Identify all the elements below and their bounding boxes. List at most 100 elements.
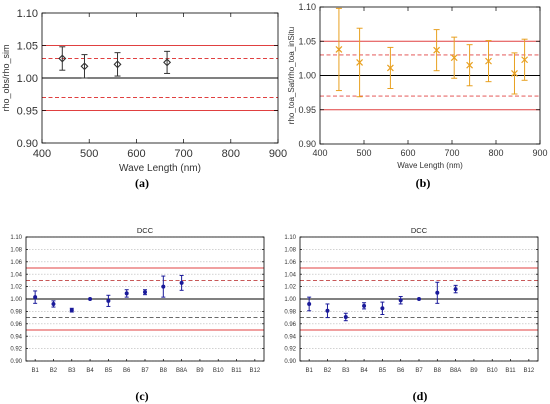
data-point bbox=[33, 295, 38, 300]
y-axis-label: rho_obs/rho_sim bbox=[1, 44, 11, 111]
data-point bbox=[380, 306, 385, 311]
y-tick-label: 1.02 bbox=[10, 285, 22, 291]
data-point bbox=[88, 297, 93, 301]
x-tick-label: B1 bbox=[31, 368, 39, 374]
data-point bbox=[466, 61, 474, 69]
caption-b: (b) bbox=[415, 176, 431, 190]
x-tick-label: 600 bbox=[400, 148, 415, 158]
data-point bbox=[386, 64, 394, 72]
x-tick-label: 800 bbox=[488, 148, 503, 158]
x-tick-label: B10 bbox=[213, 368, 224, 374]
y-tick-label: 1.08 bbox=[284, 248, 296, 254]
data-point bbox=[356, 59, 364, 66]
data-point bbox=[106, 298, 111, 303]
x-tick-label: B9 bbox=[196, 368, 204, 374]
x-tick-label: B3 bbox=[342, 368, 350, 374]
x-tick-label: B6 bbox=[123, 368, 131, 374]
y-tick-label: 0.94 bbox=[10, 334, 22, 340]
data-point bbox=[51, 301, 56, 306]
y-tick-label: 1.04 bbox=[284, 272, 296, 278]
data-point bbox=[124, 291, 129, 296]
x-tick-label: 800 bbox=[222, 148, 240, 160]
y-tick-label: 1.00 bbox=[298, 71, 316, 81]
x-tick-label: B5 bbox=[379, 368, 387, 374]
y-tick-label: 1.02 bbox=[284, 285, 296, 291]
data-point bbox=[521, 56, 529, 64]
x-tick-label: 700 bbox=[174, 148, 192, 160]
x-axis-label: Wave Length (nm) bbox=[397, 161, 463, 170]
y-tick-label: 0.94 bbox=[284, 334, 296, 340]
y-tick-label: 1.06 bbox=[10, 260, 22, 266]
data-point bbox=[143, 290, 147, 295]
y-tick-label: 0.90 bbox=[10, 359, 22, 365]
x-tick-label: B6 bbox=[397, 368, 405, 374]
y-tick-label: 1.10 bbox=[10, 235, 22, 241]
data-point bbox=[417, 297, 421, 301]
x-tick-label: 500 bbox=[356, 148, 371, 158]
x-tick-label: B7 bbox=[415, 368, 423, 374]
y-tick-label: 1.00 bbox=[10, 297, 22, 303]
data-point-stroke bbox=[450, 54, 458, 62]
y-tick-label: 0.90 bbox=[284, 359, 296, 365]
chart-panel-1: 0.90 0.95 1.00 1.05 1.10 400 500 600 700 800 900 Wa… bbox=[1, 8, 287, 174]
data-point-stroke bbox=[485, 57, 492, 65]
y-tick-label: 1.10 bbox=[17, 8, 38, 20]
data-point-stroke bbox=[466, 61, 474, 69]
y-tick-label: 1.10 bbox=[298, 2, 316, 12]
y-tick-label: 1.08 bbox=[10, 248, 22, 254]
y-tick-label: 1.06 bbox=[284, 260, 296, 266]
data-point bbox=[113, 60, 122, 69]
y-tick-label: 0.90 bbox=[298, 139, 316, 149]
data-point-stroke bbox=[356, 59, 364, 66]
chart-panel-2: 0.90 0.95 1.00 1.05 1.10 400 500 600 700 800 900 Wa… bbox=[287, 2, 548, 170]
x-tick-label: B12 bbox=[524, 368, 535, 374]
y-tick-label: 0.98 bbox=[10, 310, 22, 316]
x-tick-label: 700 bbox=[444, 148, 459, 158]
y-tick-label: 1.00 bbox=[284, 297, 296, 303]
data-point bbox=[362, 303, 367, 308]
chart-title: DCC bbox=[411, 226, 428, 235]
y-tick-label: 0.96 bbox=[284, 322, 296, 328]
data-point bbox=[485, 57, 492, 65]
x-tick-label: B8A bbox=[176, 368, 187, 374]
x-tick-label: 900 bbox=[532, 148, 547, 158]
x-tick-label: B12 bbox=[250, 368, 261, 374]
x-tick-label: B9 bbox=[470, 368, 478, 374]
data-point-stroke bbox=[335, 46, 343, 53]
data-point bbox=[453, 287, 458, 292]
data-point bbox=[307, 301, 312, 306]
chart-panel-3: 0.90 0.92 0.94 0.96 0.98 1.00 1.02 1.04 1.06 1.08… bbox=[10, 226, 265, 374]
y-tick-label: 0.92 bbox=[10, 347, 22, 353]
y-tick-label: 0.96 bbox=[10, 322, 22, 328]
x-tick-label: B11 bbox=[231, 368, 242, 374]
data-point bbox=[335, 46, 343, 53]
data-point bbox=[163, 58, 172, 67]
data-point bbox=[325, 308, 330, 313]
data-point bbox=[161, 284, 166, 289]
y-tick-label: 1.00 bbox=[17, 73, 38, 85]
y-tick-label: 0.95 bbox=[298, 105, 316, 115]
x-tick-label: B2 bbox=[50, 368, 58, 374]
x-tick-label: B11 bbox=[505, 368, 516, 374]
x-tick-label: B8A bbox=[450, 368, 461, 374]
data-point bbox=[511, 70, 518, 77]
x-tick-label: 400 bbox=[33, 148, 51, 160]
data-point bbox=[398, 298, 403, 303]
x-axis-label: Wave Length (nm) bbox=[119, 163, 201, 174]
data-point bbox=[343, 314, 348, 319]
data-point bbox=[58, 54, 67, 63]
data-point-stroke bbox=[511, 70, 518, 77]
x-tick-label: B8 bbox=[434, 368, 442, 374]
chart-title: DCC bbox=[137, 226, 154, 235]
x-tick-label: B2 bbox=[324, 368, 332, 374]
x-tick-label: 900 bbox=[269, 148, 287, 160]
y-tick-label: 1.05 bbox=[298, 36, 316, 46]
y-tick-label: 0.90 bbox=[17, 138, 38, 150]
caption-c: (c) bbox=[135, 389, 149, 403]
caption-a: (a) bbox=[135, 176, 149, 190]
data-point bbox=[450, 54, 458, 62]
x-tick-label: B3 bbox=[68, 368, 76, 374]
data-point-stroke bbox=[386, 64, 394, 72]
data-point bbox=[179, 280, 184, 285]
